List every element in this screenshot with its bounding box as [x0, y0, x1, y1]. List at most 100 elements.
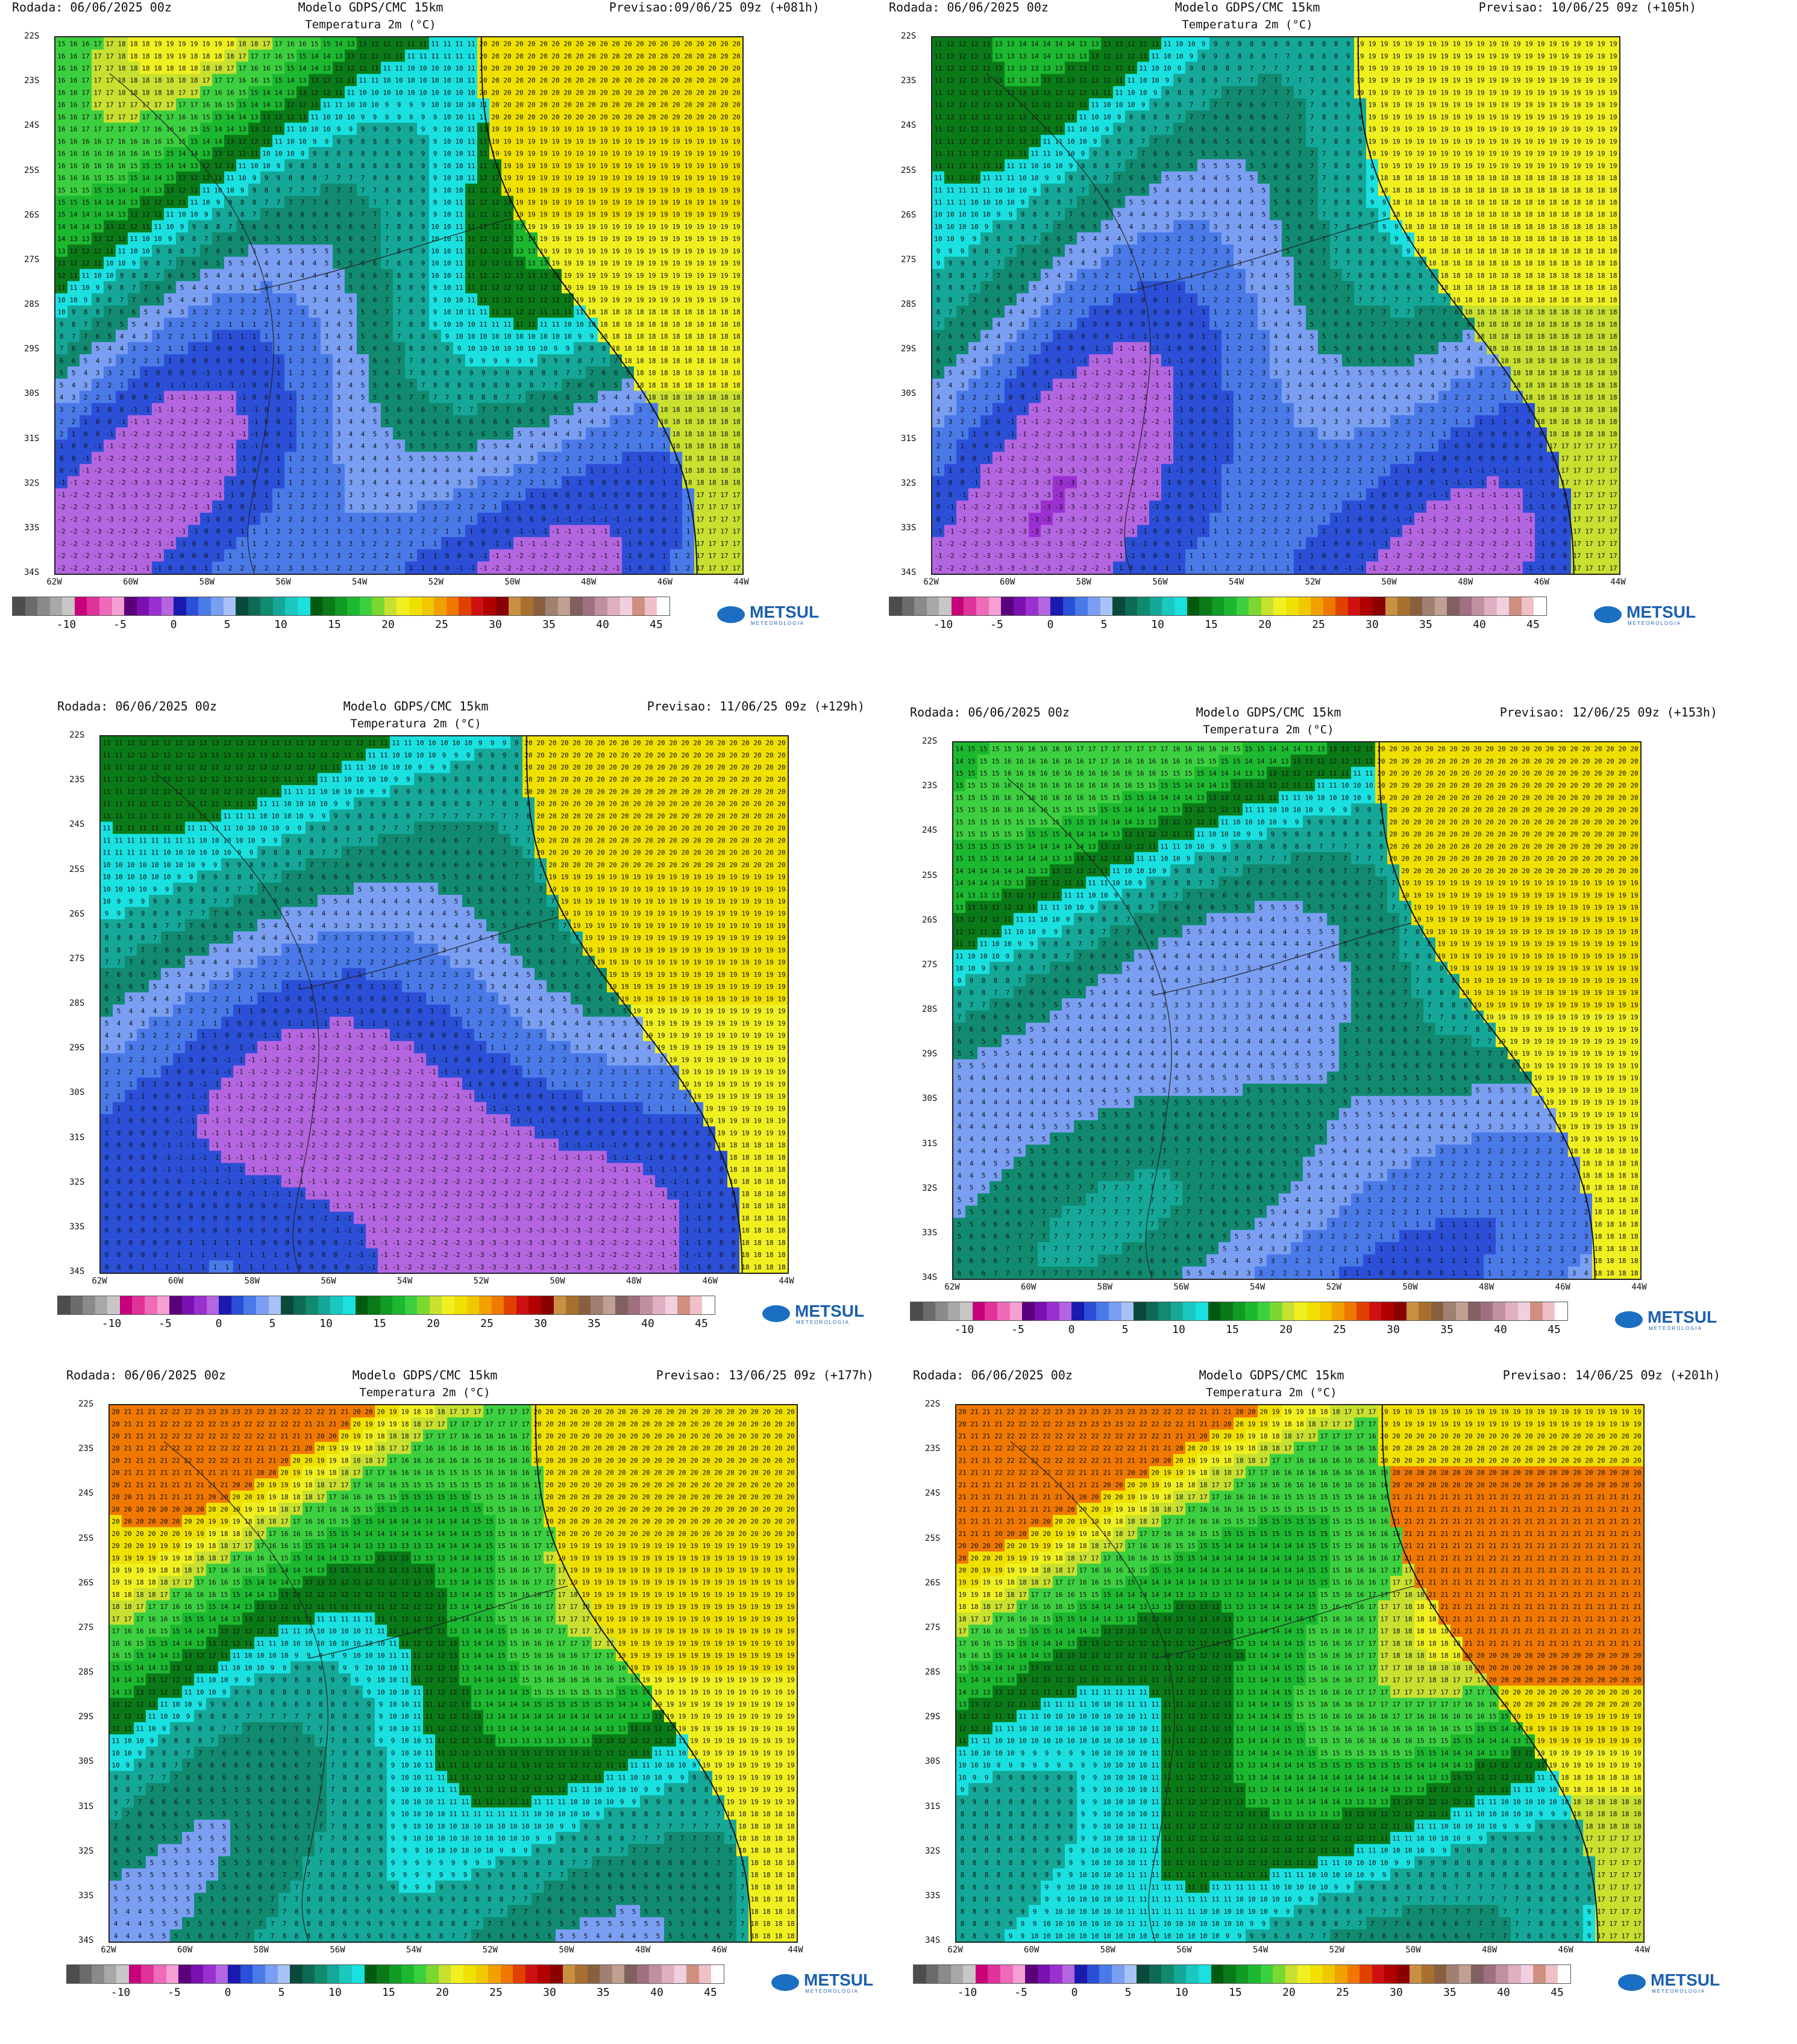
svg-text:10: 10: [455, 174, 463, 182]
svg-text:11: 11: [467, 284, 475, 292]
svg-text:9: 9: [433, 199, 437, 207]
svg-text:8: 8: [433, 381, 437, 389]
svg-text:18: 18: [720, 418, 728, 426]
svg-text:18: 18: [636, 309, 644, 316]
svg-text:0: 0: [240, 357, 245, 365]
svg-text:-2: -2: [105, 479, 113, 487]
svg-text:8: 8: [409, 235, 413, 243]
svg-text:13: 13: [539, 272, 547, 280]
svg-text:10: 10: [431, 223, 439, 231]
svg-text:19: 19: [624, 162, 632, 170]
svg-text:0: 0: [180, 357, 184, 365]
svg-text:20: 20: [696, 89, 704, 96]
svg-text:5: 5: [265, 235, 269, 243]
svg-text:10: 10: [57, 296, 65, 304]
svg-text:13: 13: [105, 223, 113, 231]
svg-text:19: 19: [708, 125, 716, 133]
svg-text:5: 5: [433, 442, 437, 450]
svg-text:19: 19: [527, 199, 535, 207]
svg-text:1: 1: [530, 491, 534, 499]
svg-text:-1: -1: [250, 418, 258, 426]
svg-text:1: 1: [686, 528, 691, 536]
svg-text:18: 18: [648, 333, 656, 340]
svg-text:8: 8: [373, 162, 377, 170]
svg-text:14: 14: [322, 52, 331, 60]
latitude-label: 25S: [901, 166, 916, 175]
svg-text:7: 7: [385, 296, 389, 304]
svg-text:-3: -3: [130, 479, 137, 487]
svg-text:1: 1: [638, 454, 642, 462]
colorbar-tick-label: 30: [489, 618, 502, 631]
svg-text:1: 1: [542, 491, 546, 499]
svg-text:8: 8: [216, 223, 221, 231]
svg-text:19: 19: [660, 186, 668, 194]
svg-text:12: 12: [479, 186, 487, 194]
colorbar-ticks: -10 -5 0 5 10 15 20 25 30 35 40 45: [12, 618, 669, 633]
svg-text:6: 6: [373, 321, 377, 328]
svg-text:19: 19: [600, 162, 607, 170]
svg-text:1: 1: [674, 467, 679, 475]
svg-text:11: 11: [455, 52, 463, 60]
svg-text:6: 6: [277, 223, 281, 231]
svg-text:4: 4: [349, 430, 353, 438]
svg-text:2: 2: [289, 503, 293, 511]
svg-text:3: 3: [325, 515, 329, 523]
svg-text:18: 18: [130, 40, 137, 48]
svg-text:18: 18: [636, 333, 644, 340]
svg-text:4: 4: [337, 357, 341, 365]
svg-text:4: 4: [602, 406, 606, 413]
svg-text:9: 9: [421, 174, 425, 182]
svg-text:17: 17: [262, 52, 270, 60]
svg-text:0: 0: [277, 393, 281, 401]
svg-text:7: 7: [385, 321, 389, 328]
svg-text:6: 6: [313, 211, 317, 219]
svg-text:8: 8: [361, 162, 365, 170]
svg-text:-2: -2: [190, 418, 198, 426]
svg-text:6: 6: [277, 211, 281, 219]
svg-text:-2: -2: [118, 442, 125, 450]
svg-text:16: 16: [69, 40, 77, 48]
svg-text:12: 12: [286, 101, 294, 109]
svg-text:5: 5: [506, 430, 510, 438]
svg-text:5: 5: [289, 247, 293, 255]
svg-text:-2: -2: [178, 430, 186, 438]
svg-text:20: 20: [527, 101, 535, 109]
svg-text:14: 14: [69, 223, 78, 231]
svg-text:16: 16: [130, 150, 137, 158]
svg-text:20: 20: [515, 64, 523, 72]
svg-text:20: 20: [624, 40, 632, 48]
svg-text:17: 17: [720, 503, 728, 511]
colorbar-tick-label: -5: [990, 618, 1003, 631]
svg-text:8: 8: [252, 199, 257, 207]
svg-text:17: 17: [696, 528, 704, 536]
latitude-label: 30S: [901, 389, 916, 398]
svg-text:0: 0: [638, 479, 642, 487]
svg-text:10: 10: [130, 247, 137, 255]
svg-text:1: 1: [132, 369, 136, 377]
svg-text:4: 4: [289, 272, 293, 280]
svg-text:12: 12: [515, 284, 523, 292]
svg-text:3: 3: [638, 406, 642, 413]
svg-text:5: 5: [277, 235, 281, 243]
svg-text:18: 18: [154, 64, 162, 72]
svg-text:9: 9: [421, 235, 425, 243]
svg-text:-2: -2: [118, 467, 125, 475]
svg-text:1: 1: [265, 503, 269, 511]
svg-text:19: 19: [648, 137, 656, 145]
svg-text:10: 10: [419, 89, 427, 96]
svg-text:3: 3: [313, 296, 317, 304]
svg-text:5: 5: [301, 247, 305, 255]
svg-text:20: 20: [660, 89, 668, 96]
svg-text:19: 19: [660, 284, 668, 292]
svg-text:12: 12: [491, 247, 499, 255]
svg-text:1: 1: [228, 540, 233, 548]
latitude-label: 22S: [24, 31, 39, 41]
svg-text:-1: -1: [202, 369, 210, 377]
svg-text:3: 3: [361, 515, 365, 523]
svg-text:-2: -2: [142, 540, 149, 548]
svg-text:3: 3: [421, 491, 425, 499]
svg-text:8: 8: [542, 369, 546, 377]
svg-text:4: 4: [325, 284, 329, 292]
svg-text:8: 8: [494, 381, 498, 389]
svg-text:5: 5: [192, 272, 196, 280]
